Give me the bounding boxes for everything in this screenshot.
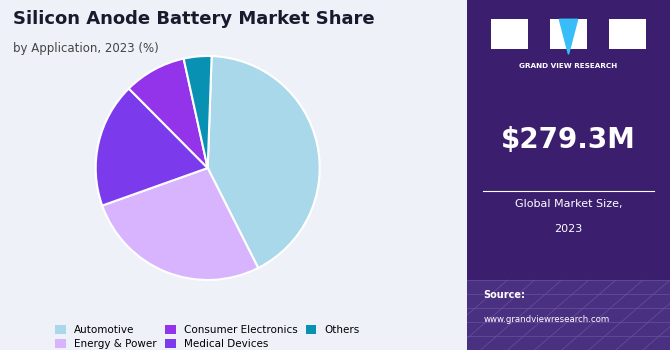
Text: www.grandviewresearch.com: www.grandviewresearch.com	[483, 315, 610, 324]
Wedge shape	[208, 56, 320, 268]
FancyBboxPatch shape	[609, 19, 646, 49]
FancyBboxPatch shape	[491, 19, 528, 49]
Polygon shape	[559, 19, 578, 54]
Wedge shape	[103, 168, 258, 280]
Legend: Automotive, Energy & Power, Consumer Electronics, Medical Devices, Others: Automotive, Energy & Power, Consumer Ele…	[52, 321, 364, 350]
Wedge shape	[129, 58, 208, 168]
Text: by Application, 2023 (%): by Application, 2023 (%)	[13, 42, 159, 55]
Text: $279.3M: $279.3M	[501, 126, 636, 154]
FancyBboxPatch shape	[467, 0, 670, 350]
Wedge shape	[184, 56, 212, 168]
Text: Source:: Source:	[483, 290, 525, 301]
Text: 2023: 2023	[554, 224, 583, 234]
Wedge shape	[96, 89, 208, 205]
Text: GRAND VIEW RESEARCH: GRAND VIEW RESEARCH	[519, 63, 618, 69]
FancyBboxPatch shape	[467, 280, 670, 350]
Text: Silicon Anode Battery Market Share: Silicon Anode Battery Market Share	[13, 10, 375, 28]
Text: Global Market Size,: Global Market Size,	[515, 199, 622, 210]
FancyBboxPatch shape	[550, 19, 587, 49]
